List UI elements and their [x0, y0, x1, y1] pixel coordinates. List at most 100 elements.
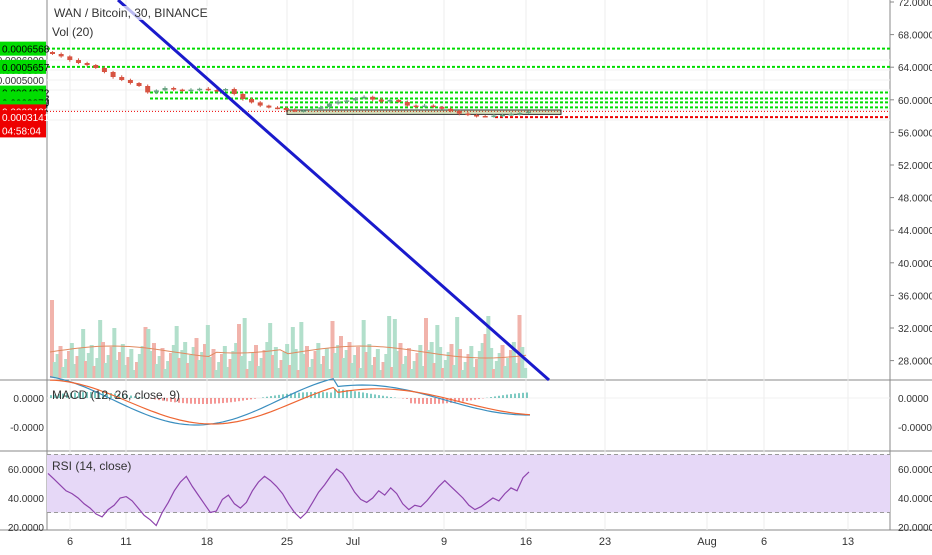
macd-hist-bar: [186, 398, 188, 403]
x-tick-label: 6: [67, 536, 73, 548]
candle-body: [388, 100, 393, 102]
x-tick-label: 23: [599, 536, 611, 548]
macd-right-tick: -0.0000: [898, 423, 932, 434]
macd-hist-bar: [230, 398, 232, 402]
macd-hist-bar: [246, 398, 248, 400]
macd-hist-bar: [218, 398, 220, 403]
macd-hist-bar: [414, 398, 416, 404]
macd-hist-bar: [386, 396, 388, 398]
candle-body: [431, 106, 436, 108]
right-tick-label: 44.0000: [898, 226, 932, 237]
symbol-title: WAN / Bitcoin, 30, BINANCE: [52, 6, 210, 20]
macd-hist-bar: [522, 393, 524, 398]
candle-body: [240, 94, 245, 99]
macd-signal-line: [50, 380, 530, 424]
macd-hist-bar: [250, 398, 252, 399]
candle-body: [154, 90, 159, 92]
volume-bar: [523, 368, 527, 378]
right-tick-label: 36.0000: [898, 291, 932, 302]
macd-hist-bar: [474, 398, 476, 400]
macd-hist-bar: [206, 398, 208, 404]
candle-body: [336, 102, 341, 104]
macd-hist-bar: [210, 398, 212, 404]
candle-body: [85, 63, 90, 65]
candle-body: [396, 100, 401, 102]
rsi-left-tick: 20.0000: [8, 523, 45, 534]
candle-body: [67, 56, 72, 60]
x-tick-label: Jul: [346, 536, 360, 548]
x-tick-label: Aug: [697, 536, 717, 548]
macd-hist-bar: [462, 398, 464, 401]
x-tick-label: 25: [281, 536, 293, 548]
x-tick-label: 16: [520, 536, 532, 548]
rsi-left-tick: 40.0000: [8, 494, 45, 505]
macd-hist-bar: [382, 396, 384, 398]
x-tick-label: 6: [761, 536, 767, 548]
right-tick-label: 32.0000: [898, 324, 932, 335]
macd-hist-bar: [426, 398, 428, 404]
macd-hist-bar: [326, 392, 328, 398]
right-tick-label: 64.0000: [898, 63, 932, 74]
macd-hist-bar: [490, 397, 492, 398]
right-tick-label: 40.0000: [898, 259, 932, 270]
macd-hist-bar: [266, 397, 268, 398]
candle-body: [249, 99, 254, 102]
candle-body: [171, 88, 176, 90]
candle-body: [526, 112, 531, 114]
candle-body: [301, 110, 306, 112]
macd-hist-bar: [298, 393, 300, 398]
candle-body: [448, 109, 453, 111]
macd-hist-bar: [526, 393, 528, 398]
macd-hist-bar: [278, 395, 280, 398]
rsi-right-tick: 20.0000: [898, 523, 932, 534]
macd-label: MACD (12, 26, close, 9): [52, 388, 180, 402]
macd-right-tick: 0.0000: [898, 394, 929, 405]
macd-hist-bar: [294, 393, 296, 398]
candle-body: [517, 113, 522, 115]
candle-body: [439, 107, 444, 109]
macd-hist-bar: [514, 394, 516, 398]
rsi-right-tick: 60.0000: [898, 465, 932, 476]
candle-body: [197, 89, 202, 91]
macd-hist-bar: [510, 394, 512, 398]
candle-body: [59, 54, 64, 56]
rsi-left-tick: 60.0000: [8, 465, 45, 476]
candle-body: [119, 77, 124, 80]
candle-body: [188, 90, 193, 92]
macd-hist-bar: [498, 396, 500, 398]
macd-hist-bar: [430, 398, 432, 404]
macd-hist-bar: [362, 392, 364, 398]
candle-body: [232, 89, 237, 94]
candle-body: [180, 90, 185, 92]
candle-body: [413, 106, 418, 108]
candle-body: [145, 86, 150, 92]
macd-hist-bar: [238, 398, 240, 401]
macd-hist-bar: [338, 389, 340, 398]
candle-body: [128, 80, 133, 83]
right-tick-label: 28.0000: [898, 357, 932, 368]
macd-hist-bar: [262, 397, 264, 398]
macd-hist-bar: [494, 396, 496, 398]
candle-body: [76, 60, 81, 63]
macd-hist-bar: [190, 398, 192, 404]
macd-hist-bar: [502, 395, 504, 398]
candle-body: [163, 88, 168, 90]
right-tick-label: 56.0000: [898, 128, 932, 139]
price-label-text: 0.0006568: [2, 45, 50, 56]
candle-body: [344, 100, 349, 102]
x-tick-label: 18: [201, 536, 213, 548]
candle-body: [491, 116, 496, 118]
macd-hist-bar: [374, 394, 376, 398]
candle-body: [362, 97, 367, 99]
macd-hist-bar: [354, 391, 356, 398]
macd-hist-bar: [214, 398, 216, 404]
right-tick-label: 48.0000: [898, 194, 932, 205]
candle-body: [509, 114, 514, 116]
candle-body: [327, 104, 332, 108]
price-label-text: 0.0005657: [2, 63, 50, 74]
macd-hist-bar: [322, 392, 324, 398]
x-tick-label: 13: [842, 536, 854, 548]
macd-hist-bar: [406, 398, 408, 399]
